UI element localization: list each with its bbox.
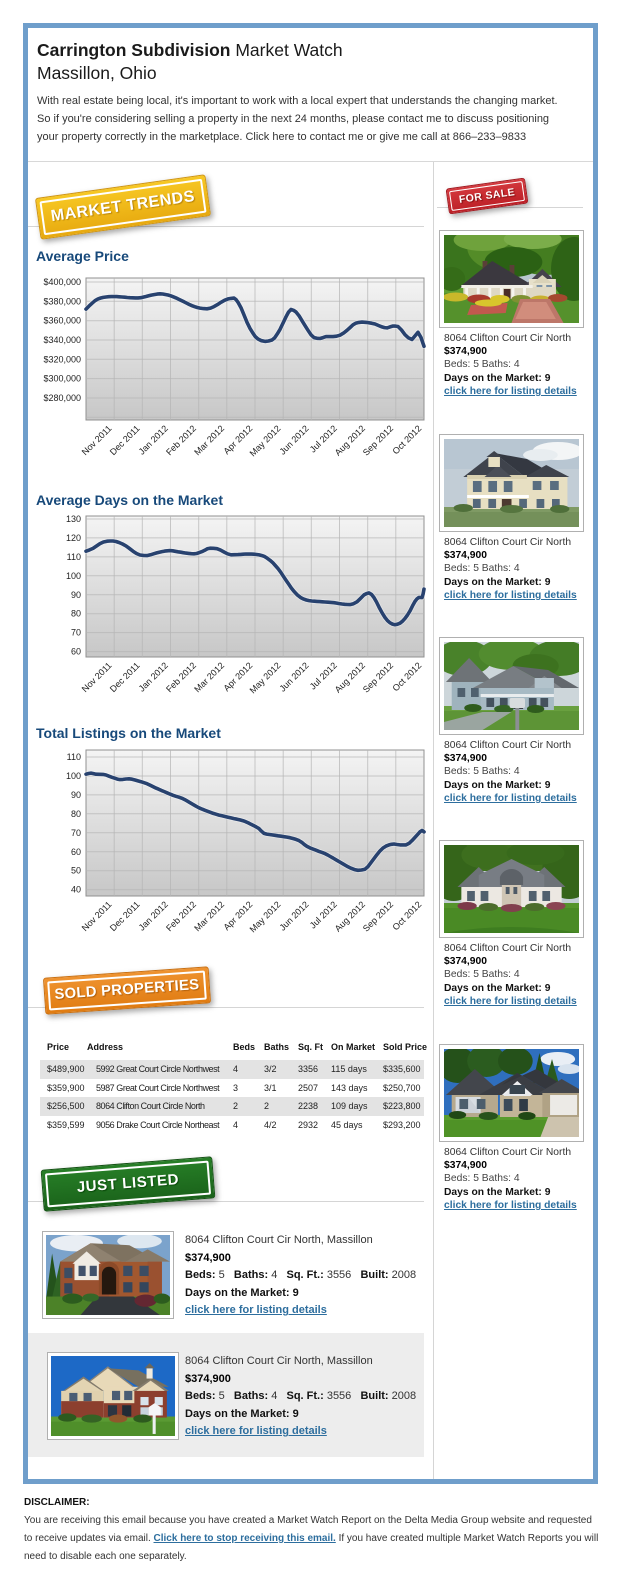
svg-text:May 2012: May 2012 bbox=[248, 423, 283, 458]
svg-text:$320,000: $320,000 bbox=[43, 354, 81, 364]
svg-text:Sep 2012: Sep 2012 bbox=[361, 660, 395, 694]
svg-text:$300,000: $300,000 bbox=[43, 374, 81, 384]
svg-text:110: 110 bbox=[67, 552, 81, 562]
svg-text:Jun 2012: Jun 2012 bbox=[277, 423, 310, 456]
svg-text:90: 90 bbox=[71, 590, 81, 600]
svg-text:Mar 2012: Mar 2012 bbox=[192, 423, 226, 457]
svg-text:80: 80 bbox=[71, 809, 81, 819]
svg-text:100: 100 bbox=[66, 771, 81, 781]
svg-text:70: 70 bbox=[71, 828, 81, 838]
svg-text:40: 40 bbox=[71, 885, 81, 895]
svg-text:May 2012: May 2012 bbox=[248, 899, 283, 934]
svg-text:$400,000: $400,000 bbox=[43, 277, 81, 287]
svg-text:$340,000: $340,000 bbox=[43, 335, 81, 345]
svg-text:Dec 2011: Dec 2011 bbox=[108, 660, 142, 694]
svg-text:$360,000: $360,000 bbox=[43, 316, 81, 326]
svg-text:110: 110 bbox=[67, 752, 81, 762]
svg-text:$280,000: $280,000 bbox=[43, 393, 81, 403]
svg-text:90: 90 bbox=[71, 790, 81, 800]
svg-text:$380,000: $380,000 bbox=[43, 296, 81, 306]
svg-text:50: 50 bbox=[71, 866, 81, 876]
svg-text:Jun 2012: Jun 2012 bbox=[277, 660, 310, 693]
svg-text:Mar 2012: Mar 2012 bbox=[192, 660, 226, 694]
svg-text:Oct 2012: Oct 2012 bbox=[391, 423, 424, 456]
svg-text:100: 100 bbox=[66, 571, 81, 581]
svg-text:130: 130 bbox=[66, 514, 81, 524]
svg-text:60: 60 bbox=[71, 647, 81, 657]
svg-text:Mar 2012: Mar 2012 bbox=[192, 899, 226, 933]
svg-text:120: 120 bbox=[66, 533, 81, 543]
svg-text:60: 60 bbox=[71, 847, 81, 857]
svg-text:Jun 2012: Jun 2012 bbox=[277, 899, 310, 932]
svg-text:Dec 2011: Dec 2011 bbox=[108, 899, 142, 933]
svg-text:Dec 2011: Dec 2011 bbox=[108, 423, 142, 457]
svg-text:May 2012: May 2012 bbox=[248, 660, 283, 695]
svg-text:70: 70 bbox=[71, 628, 81, 638]
svg-text:Oct 2012: Oct 2012 bbox=[391, 899, 424, 932]
svg-text:Sep 2012: Sep 2012 bbox=[361, 423, 395, 457]
svg-text:Oct 2012: Oct 2012 bbox=[391, 660, 424, 693]
svg-text:80: 80 bbox=[71, 609, 81, 619]
svg-text:Sep 2012: Sep 2012 bbox=[361, 899, 395, 933]
